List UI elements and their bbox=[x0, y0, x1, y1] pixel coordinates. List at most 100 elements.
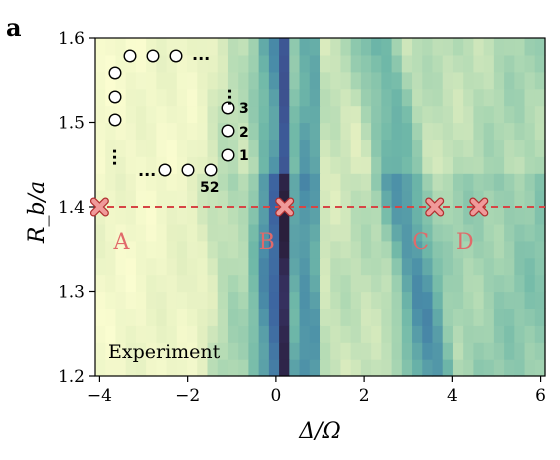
heatmap-cell bbox=[268, 257, 280, 276]
chain-ellipsis: ... bbox=[109, 148, 128, 166]
heatmap-cell bbox=[238, 88, 250, 107]
heatmap-cell bbox=[289, 156, 301, 174]
heatmap-cell bbox=[95, 190, 106, 208]
heatmap-cell bbox=[504, 257, 515, 276]
heatmap-cell bbox=[105, 190, 117, 208]
heatmap-cell bbox=[115, 139, 127, 157]
heatmap-cell bbox=[320, 342, 331, 360]
heatmap-cell bbox=[248, 139, 260, 157]
heatmap-cell bbox=[227, 88, 239, 107]
chain-index-label: 3 bbox=[239, 101, 249, 117]
heatmap-cell bbox=[483, 342, 495, 360]
heatmap-cell bbox=[299, 342, 311, 360]
heatmap-cell bbox=[330, 190, 342, 208]
heatmap-cell bbox=[176, 291, 188, 309]
heatmap-cell bbox=[207, 257, 219, 276]
heatmap-cell bbox=[534, 342, 546, 360]
heatmap-cell bbox=[422, 223, 434, 242]
heatmap-cell bbox=[360, 240, 372, 259]
heatmap-cell bbox=[197, 325, 209, 343]
heatmap-cell bbox=[176, 207, 188, 225]
heatmap-cell bbox=[422, 38, 434, 56]
heatmap-cell bbox=[156, 359, 168, 377]
heatmap-cell bbox=[442, 139, 454, 157]
heatmap-cell bbox=[268, 71, 280, 90]
heatmap-cell bbox=[156, 342, 168, 360]
heatmap-cell bbox=[412, 291, 423, 309]
heatmap-cell bbox=[156, 122, 168, 140]
heatmap-cell bbox=[309, 71, 321, 90]
heatmap-cell bbox=[381, 156, 393, 174]
heatmap-cell bbox=[473, 54, 485, 73]
heatmap-cell bbox=[105, 359, 117, 377]
heatmap-cell bbox=[95, 156, 106, 174]
heatmap-cell bbox=[197, 173, 209, 191]
heatmap-cell bbox=[289, 274, 301, 293]
heatmap-cell bbox=[248, 88, 260, 107]
heatmap-cell bbox=[135, 54, 147, 73]
heatmap-cell bbox=[340, 223, 352, 242]
heatmap-cell bbox=[360, 54, 372, 73]
heatmap-cell bbox=[217, 240, 229, 259]
heatmap-cell bbox=[514, 190, 526, 208]
heatmap-cell bbox=[473, 139, 485, 157]
heatmap-cell bbox=[534, 88, 546, 107]
heatmap-cell bbox=[422, 291, 434, 309]
heatmap-cell bbox=[289, 105, 301, 124]
heatmap-cell bbox=[350, 71, 362, 90]
heatmap-cell bbox=[227, 139, 239, 157]
heatmap-cell bbox=[279, 257, 290, 276]
heatmap-cell bbox=[473, 291, 485, 309]
heatmap-cell bbox=[289, 207, 301, 225]
heatmap-cell bbox=[463, 274, 475, 293]
heatmap-cell bbox=[350, 223, 362, 242]
heatmap-cell bbox=[432, 71, 444, 90]
heatmap-cell bbox=[371, 71, 382, 90]
heatmap-cell bbox=[289, 88, 301, 107]
heatmap-cell bbox=[350, 257, 362, 276]
heatmap-cell bbox=[217, 190, 229, 208]
heatmap-cell bbox=[432, 173, 444, 191]
heatmap-cell bbox=[217, 308, 229, 326]
heatmap-cell bbox=[452, 291, 464, 309]
heatmap-cell bbox=[289, 54, 301, 73]
heatmap-cell bbox=[125, 71, 137, 90]
heatmap-cell bbox=[156, 139, 168, 157]
heatmap-cell bbox=[268, 54, 280, 73]
heatmap-cell bbox=[125, 139, 137, 157]
heatmap-cell bbox=[473, 308, 485, 326]
heatmap-cell bbox=[371, 223, 382, 242]
heatmap-cell bbox=[156, 257, 168, 276]
heatmap-cell bbox=[473, 325, 485, 343]
heatmap-cell bbox=[422, 88, 434, 107]
heatmap-cell bbox=[187, 359, 198, 377]
heatmap-cell bbox=[227, 342, 239, 360]
heatmap-cell bbox=[156, 71, 168, 90]
heatmap-cell bbox=[463, 71, 475, 90]
heatmap-cell bbox=[442, 88, 454, 107]
heatmap-cell bbox=[289, 71, 301, 90]
heatmap-cell bbox=[115, 173, 127, 191]
heatmap-cell bbox=[412, 71, 423, 90]
heatmap-cell bbox=[258, 38, 270, 56]
heatmap-cell bbox=[258, 190, 270, 208]
heatmap-cell bbox=[95, 38, 106, 56]
heatmap-cell bbox=[452, 308, 464, 326]
atom-site bbox=[221, 101, 235, 115]
heatmap-cell bbox=[340, 359, 352, 377]
heatmap-cell bbox=[248, 207, 260, 225]
chain-ellipsis: ... bbox=[138, 161, 156, 180]
heatmap-cell bbox=[166, 342, 178, 360]
heatmap-cell bbox=[473, 274, 485, 293]
heatmap-cell bbox=[125, 291, 137, 309]
region-label-a: A bbox=[112, 230, 130, 255]
heatmap-cell bbox=[146, 139, 157, 157]
heatmap-cell bbox=[197, 38, 209, 56]
heatmap-cell bbox=[463, 308, 475, 326]
heatmap-cell bbox=[207, 291, 219, 309]
heatmap-cell bbox=[483, 308, 495, 326]
heatmap-cell bbox=[258, 359, 270, 377]
heatmap-cell bbox=[227, 156, 239, 174]
heatmap-cell bbox=[95, 342, 106, 360]
